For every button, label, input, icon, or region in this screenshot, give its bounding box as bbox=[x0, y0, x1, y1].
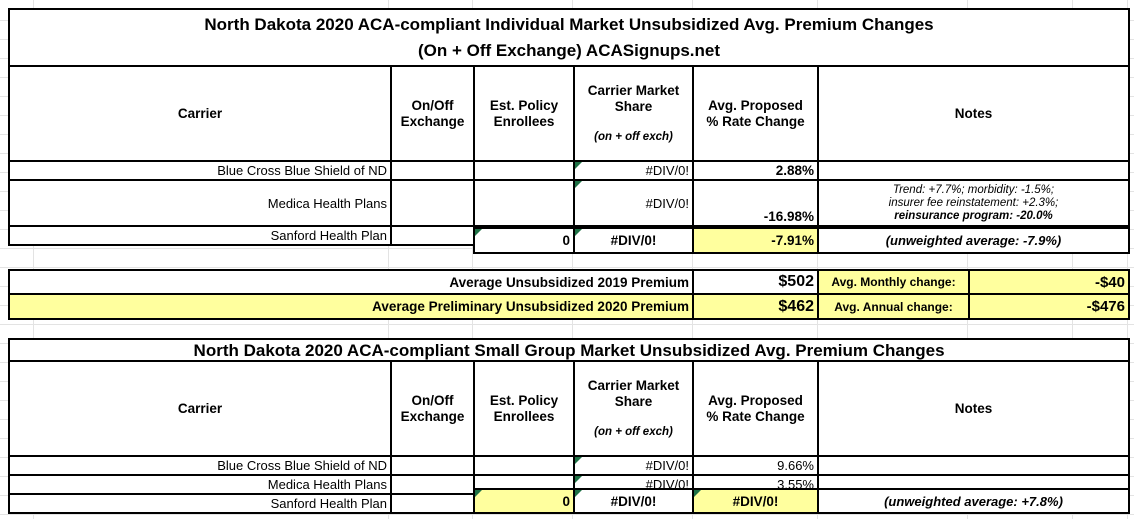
cell-exchange-empty[interactable] bbox=[390, 160, 475, 181]
cell-rate-change[interactable]: -16.98% bbox=[692, 179, 819, 227]
cell-market-share-value: #DIV/0! bbox=[645, 195, 689, 211]
error-indicator-icon bbox=[576, 477, 582, 483]
note-line-3: reinsurance program: -20.0% bbox=[894, 209, 1053, 222]
cell-2019-premium-label[interactable]: Average Unsubsidized 2019 Premium bbox=[8, 269, 694, 295]
cell-total-enrollees[interactable]: 0 bbox=[473, 227, 575, 254]
cell-monthly-change-label[interactable]: Avg. Monthly change: bbox=[817, 269, 970, 295]
small-group-table: North Dakota 2020 ACA-compliant Small Gr… bbox=[7, 338, 1131, 514]
premium-summary-table: Average Unsubsidized 2019 Premium $502 A… bbox=[8, 269, 1130, 320]
cell-carrier[interactable]: Sanford Health Plan bbox=[8, 493, 392, 514]
header-market-share-main: Carrier Market Share bbox=[587, 83, 680, 114]
table-row: Blue Cross Blue Shield of ND #DIV/0! 9.6… bbox=[8, 455, 1131, 476]
header-rate-change[interactable]: Avg. Proposed % Rate Change bbox=[692, 360, 819, 457]
error-indicator-icon bbox=[576, 458, 582, 464]
header-exchange[interactable]: On/Off Exchange bbox=[390, 360, 475, 457]
error-indicator-icon bbox=[576, 163, 582, 169]
cell-exchange-empty[interactable] bbox=[390, 225, 475, 246]
cell-market-share[interactable]: #DIV/0! bbox=[573, 160, 694, 181]
cell-total-rate-change[interactable]: #DIV/0! bbox=[692, 488, 819, 514]
header-market-share[interactable]: Carrier Market Share (on + off exch) bbox=[573, 65, 694, 162]
error-indicator-icon bbox=[695, 491, 701, 497]
header-market-share[interactable]: Carrier Market Share (on + off exch) bbox=[573, 360, 694, 457]
small-group-totals-row: 0 #DIV/0! #DIV/0! (unweighted average: +… bbox=[473, 488, 1130, 514]
cell-carrier[interactable]: Blue Cross Blue Shield of ND bbox=[8, 455, 392, 476]
individual-market-totals-row: 0 #DIV/0! -7.91% (unweighted average: -7… bbox=[473, 227, 1130, 254]
cell-notes[interactable]: Trend: +7.7%; morbidity: -1.5%; insurer … bbox=[817, 179, 1130, 227]
header-carrier[interactable]: Carrier bbox=[8, 360, 392, 457]
cell-2020-premium-label[interactable]: Average Preliminary Unsubsidized 2020 Pr… bbox=[8, 293, 694, 320]
error-indicator-icon bbox=[576, 182, 582, 188]
header-notes[interactable]: Notes bbox=[816, 360, 1131, 457]
header-rate-change[interactable]: Avg. Proposed % Rate Change bbox=[692, 65, 819, 162]
cell-market-share-value: #DIV/0! bbox=[645, 163, 689, 178]
cell-exchange-empty[interactable] bbox=[390, 179, 475, 227]
header-enrollees[interactable]: Est. Policy Enrollees bbox=[473, 360, 575, 457]
header-enrollees[interactable]: Est. Policy Enrollees bbox=[473, 65, 575, 162]
header-carrier[interactable]: Carrier bbox=[8, 65, 392, 162]
cell-annual-change-value[interactable]: -$476 bbox=[968, 293, 1130, 320]
cell-carrier[interactable]: Sanford Health Plan bbox=[8, 225, 392, 246]
cell-annual-change-label[interactable]: Avg. Annual change: bbox=[817, 293, 970, 320]
cell-carrier[interactable]: Medica Health Plans bbox=[8, 179, 392, 227]
cell-total-enrollees[interactable]: 0 bbox=[473, 488, 575, 514]
header-market-share-sub: (on + off exch) bbox=[594, 426, 673, 438]
cell-notes-empty[interactable] bbox=[817, 160, 1130, 181]
total-enrollees-value: 0 bbox=[562, 233, 570, 248]
error-indicator-icon bbox=[576, 230, 582, 236]
individual-market-table: North Dakota 2020 ACA-compliant Individu… bbox=[8, 8, 1130, 246]
header-market-share-main: Carrier Market Share bbox=[587, 378, 680, 409]
total-rate-change-value: #DIV/0! bbox=[732, 493, 779, 509]
total-enrollees-value: 0 bbox=[562, 493, 570, 509]
cell-notes-empty[interactable] bbox=[816, 455, 1131, 476]
cell-enrollees-empty[interactable] bbox=[473, 179, 575, 227]
title-line-1: North Dakota 2020 ACA-compliant Individu… bbox=[204, 14, 934, 34]
cell-exchange-empty[interactable] bbox=[390, 493, 475, 514]
cell-exchange-empty[interactable] bbox=[390, 474, 475, 495]
cell-market-share-value: #DIV/0! bbox=[645, 458, 689, 473]
table-row: Blue Cross Blue Shield of ND #DIV/0! 2.8… bbox=[8, 160, 1130, 181]
cell-enrollees-empty[interactable] bbox=[473, 455, 575, 476]
cell-carrier[interactable]: Medica Health Plans bbox=[8, 474, 392, 495]
cell-rate-change[interactable]: 2.88% bbox=[692, 160, 819, 181]
summary-row-2019: Average Unsubsidized 2019 Premium $502 A… bbox=[8, 269, 1130, 295]
cell-total-market-share[interactable]: #DIV/0! bbox=[573, 488, 694, 514]
cell-monthly-change-value[interactable]: -$40 bbox=[968, 269, 1130, 295]
cell-exchange-empty[interactable] bbox=[390, 455, 475, 476]
total-market-share-value: #DIV/0! bbox=[610, 233, 657, 248]
error-indicator-icon bbox=[476, 230, 482, 236]
cell-carrier[interactable]: Blue Cross Blue Shield of ND bbox=[8, 160, 392, 181]
small-group-table-title[interactable]: North Dakota 2020 ACA-compliant Small Gr… bbox=[7, 338, 1131, 362]
total-market-share-value: #DIV/0! bbox=[610, 493, 657, 509]
cell-rate-change[interactable]: 9.66% bbox=[692, 455, 819, 476]
header-notes[interactable]: Notes bbox=[817, 65, 1130, 162]
error-indicator-icon bbox=[476, 491, 482, 497]
header-market-share-sub: (on + off exch) bbox=[594, 131, 673, 143]
table-row: Medica Health Plans #DIV/0! -16.98% Tren… bbox=[8, 179, 1130, 227]
title-line-2: (On + Off Exchange) ACASignups.net bbox=[417, 40, 721, 60]
cell-total-rate-change[interactable]: -7.91% bbox=[692, 227, 819, 254]
error-indicator-icon bbox=[576, 491, 582, 497]
cell-2020-premium-value[interactable]: $462 bbox=[692, 293, 819, 320]
individual-table-title[interactable]: North Dakota 2020 ACA-compliant Individu… bbox=[8, 8, 1130, 67]
cell-unweighted-average[interactable]: (unweighted average: +7.8%) bbox=[817, 488, 1130, 514]
note-line-1: Trend: +7.7%; morbidity: -1.5%; bbox=[892, 183, 1055, 196]
cell-market-share[interactable]: #DIV/0! bbox=[573, 179, 694, 227]
cell-total-market-share[interactable]: #DIV/0! bbox=[573, 227, 694, 254]
note-line-2: insurer fee reinstatement: +2.3%; bbox=[888, 196, 1059, 209]
cell-enrollees-empty[interactable] bbox=[473, 160, 575, 181]
summary-row-2020: Average Preliminary Unsubsidized 2020 Pr… bbox=[8, 293, 1130, 320]
cell-market-share[interactable]: #DIV/0! bbox=[573, 455, 694, 476]
cell-unweighted-average[interactable]: (unweighted average: -7.9%) bbox=[817, 227, 1130, 254]
header-exchange[interactable]: On/Off Exchange bbox=[390, 65, 475, 162]
cell-2019-premium-value[interactable]: $502 bbox=[692, 269, 819, 295]
